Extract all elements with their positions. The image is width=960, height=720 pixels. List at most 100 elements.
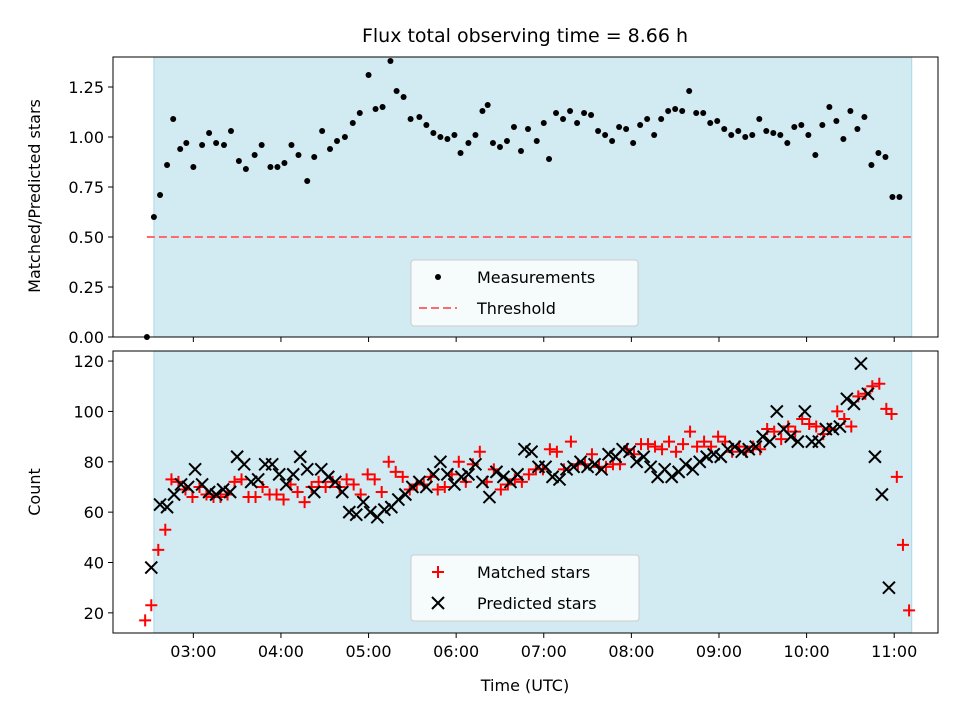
- legend-box: [410, 259, 639, 327]
- matched-star-point: [270, 488, 283, 501]
- matched-star-point: [754, 443, 767, 456]
- predicted-star-point: [707, 447, 721, 461]
- matched-star-point: [438, 480, 451, 493]
- measurement-point: [861, 114, 868, 120]
- measurement-point: [735, 128, 742, 134]
- measurement-point: [393, 88, 400, 94]
- measurement-point: [183, 140, 190, 146]
- predicted-star-point: [496, 470, 511, 484]
- measurement-point: [777, 132, 784, 138]
- predicted-star-point: [742, 442, 756, 456]
- measurement-point: [546, 156, 553, 162]
- measurement-point: [356, 110, 363, 116]
- measurement-point: [868, 162, 875, 168]
- measurement-point: [798, 122, 805, 128]
- predicted-star-point: [756, 429, 770, 444]
- predicted-star-point: [847, 397, 861, 411]
- matched-star-point: [691, 440, 704, 453]
- legend-label: Measurements: [477, 268, 595, 287]
- measurement-point: [258, 142, 265, 148]
- predicted-star-point: [419, 480, 434, 494]
- predicted-star-point: [272, 467, 286, 482]
- measurement-point: [281, 160, 288, 166]
- predicted-star-point: [664, 470, 679, 484]
- x-tick-label: 11:00: [871, 642, 917, 661]
- x-tick-label: 03:00: [170, 642, 216, 661]
- predicted-star-point: [784, 429, 798, 444]
- measurement-point: [805, 132, 812, 138]
- predicted-star-point: [735, 445, 749, 459]
- predicted-star-point: [868, 450, 882, 464]
- measurement-point: [444, 136, 451, 142]
- legend-marker-dot: [435, 274, 441, 280]
- predicted-star-point: [629, 455, 644, 469]
- predicted-star-point: [700, 450, 714, 464]
- matched-star-point: [186, 491, 199, 504]
- measurement-point: [503, 138, 510, 144]
- matched-star-point: [228, 475, 241, 488]
- matched-star-point: [389, 465, 402, 478]
- matched-star-point: [642, 438, 655, 451]
- measurement-point: [416, 114, 423, 120]
- measurement-point: [714, 118, 721, 124]
- measurement-point: [430, 130, 437, 136]
- predicted-star-point: [538, 460, 553, 474]
- matched-star-point: [473, 445, 486, 458]
- matched-star-point: [726, 445, 739, 458]
- x-tick-label: 07:00: [521, 642, 567, 661]
- legend-marker-plus: [432, 566, 444, 578]
- measurement-point: [274, 164, 281, 170]
- measurement-point: [553, 110, 560, 116]
- matched-star-point: [649, 440, 662, 453]
- measurement-point: [489, 140, 496, 146]
- measurement-point: [651, 132, 658, 138]
- measurement-point: [875, 150, 882, 156]
- matched-star-point: [564, 435, 577, 448]
- predicted-star-point: [244, 475, 258, 489]
- predicted-star-point: [160, 500, 174, 514]
- y-tick-label: 80: [84, 453, 104, 472]
- predicted-star-point: [489, 465, 504, 479]
- matched-star-point: [656, 443, 669, 456]
- predicted-star-point: [405, 480, 420, 494]
- measurement-point: [479, 108, 486, 114]
- measurement-point: [267, 164, 274, 170]
- measurement-point: [623, 126, 630, 132]
- y-tick-label: 0.50: [68, 228, 104, 247]
- predicted-star-point: [826, 422, 840, 436]
- measurement-point: [721, 126, 728, 132]
- matched-star-point: [599, 460, 612, 473]
- predicted-star-point: [181, 480, 195, 494]
- predicted-star-point: [559, 462, 574, 477]
- measurement-point: [833, 118, 840, 124]
- measurement-point: [407, 116, 414, 122]
- matched-star-point: [896, 538, 909, 551]
- measurement-point: [784, 140, 791, 146]
- predicted-star-point: [594, 462, 609, 477]
- measurement-point: [295, 152, 302, 158]
- matched-star-point: [305, 480, 318, 493]
- measurement-point: [334, 138, 341, 144]
- matched-star-point: [382, 455, 395, 468]
- predicted-star-point: [798, 404, 812, 419]
- measurement-point: [465, 140, 472, 146]
- predicted-star-point: [622, 445, 637, 459]
- y-axis-label-top: Matched/Predicted stars: [25, 99, 44, 293]
- predicted-star-point: [615, 442, 630, 456]
- measurement-point: [228, 128, 235, 134]
- predicted-star-point: [279, 477, 293, 492]
- matched-star-point: [145, 599, 158, 612]
- measurement-point: [630, 140, 637, 146]
- predicted-star-point: [433, 455, 448, 469]
- matched-star-point: [249, 491, 262, 504]
- measurement-point: [574, 120, 581, 126]
- measurement-point: [588, 112, 595, 118]
- chart-title: Flux total observing time = 8.66 h: [362, 25, 688, 47]
- measurement-point: [560, 116, 567, 122]
- predicted-star-point: [216, 482, 230, 497]
- measurement-point: [496, 144, 503, 150]
- predicted-star-point: [854, 356, 868, 371]
- predicted-star-point: [391, 492, 406, 507]
- matched-star-point: [663, 435, 676, 448]
